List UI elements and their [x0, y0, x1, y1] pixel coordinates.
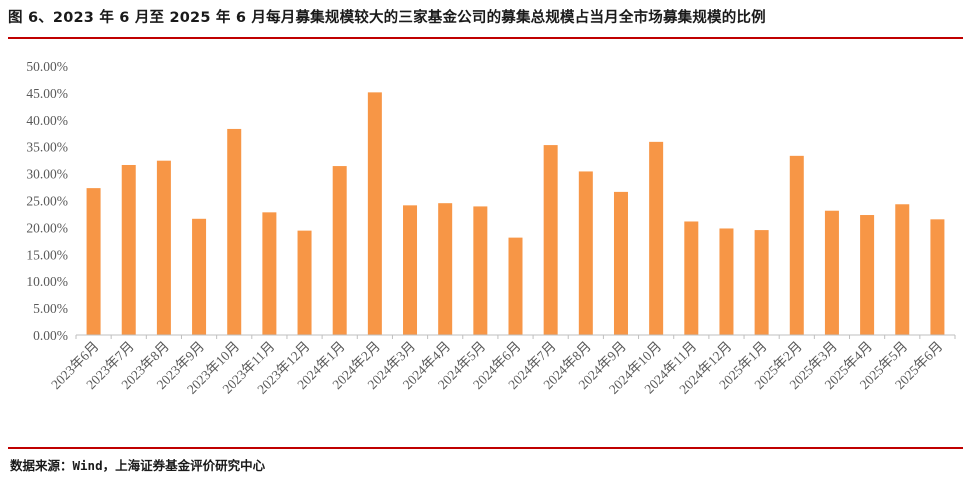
bar: [754, 230, 769, 335]
bar: [367, 92, 382, 335]
y-tick-label: 50.00%: [26, 59, 68, 74]
bar: [473, 206, 488, 335]
bar: [543, 145, 558, 335]
top-divider: [8, 37, 963, 39]
y-tick-label: 35.00%: [26, 140, 68, 155]
bar: [156, 160, 171, 335]
bar: [508, 237, 523, 335]
bar: [613, 191, 628, 335]
bar: [860, 215, 875, 335]
bar: [649, 141, 664, 335]
x-axis: 2023年6月2023年7月2023年8月2023年9月2023年10月2023…: [48, 335, 956, 397]
bar: [895, 204, 910, 335]
bar-chart: 0.00% 5.00% 10.00% 15.00% 20.00% 25.00% 30.00%…: [26, 59, 956, 397]
bar: [930, 219, 945, 335]
bottom-divider: [8, 447, 963, 449]
y-tick-label: 25.00%: [26, 194, 68, 209]
y-tick-label: 30.00%: [26, 167, 68, 182]
y-tick-label: 20.00%: [26, 220, 68, 235]
bar: [719, 228, 734, 335]
bar: [121, 164, 136, 335]
bar: [192, 218, 207, 335]
bar: [684, 221, 699, 335]
bar: [262, 212, 277, 335]
bar: [86, 188, 101, 335]
y-tick-label: 0.00%: [33, 328, 68, 343]
bar: [789, 155, 804, 335]
bar: [578, 171, 593, 335]
y-tick-label: 15.00%: [26, 247, 68, 262]
bar-series: [86, 92, 945, 335]
y-tick-label: 40.00%: [26, 113, 68, 128]
bar: [297, 230, 312, 335]
bar: [227, 128, 242, 335]
y-tick-label: 45.00%: [26, 86, 68, 101]
bar: [332, 166, 347, 335]
bar: [403, 205, 418, 335]
data-source-note: 数据来源：Wind，上海证券基金评价研究中心: [10, 458, 266, 473]
y-tick-label: 10.00%: [26, 274, 68, 289]
figure-title: 图 6、2023 年 6 月至 2025 年 6 月每月募集规模较大的三家基金公…: [8, 10, 766, 26]
y-axis: 0.00% 5.00% 10.00% 15.00% 20.00% 25.00% 30.00%…: [26, 59, 68, 343]
y-tick-label: 5.00%: [33, 301, 68, 316]
bar: [824, 210, 839, 335]
bar: [438, 203, 453, 335]
